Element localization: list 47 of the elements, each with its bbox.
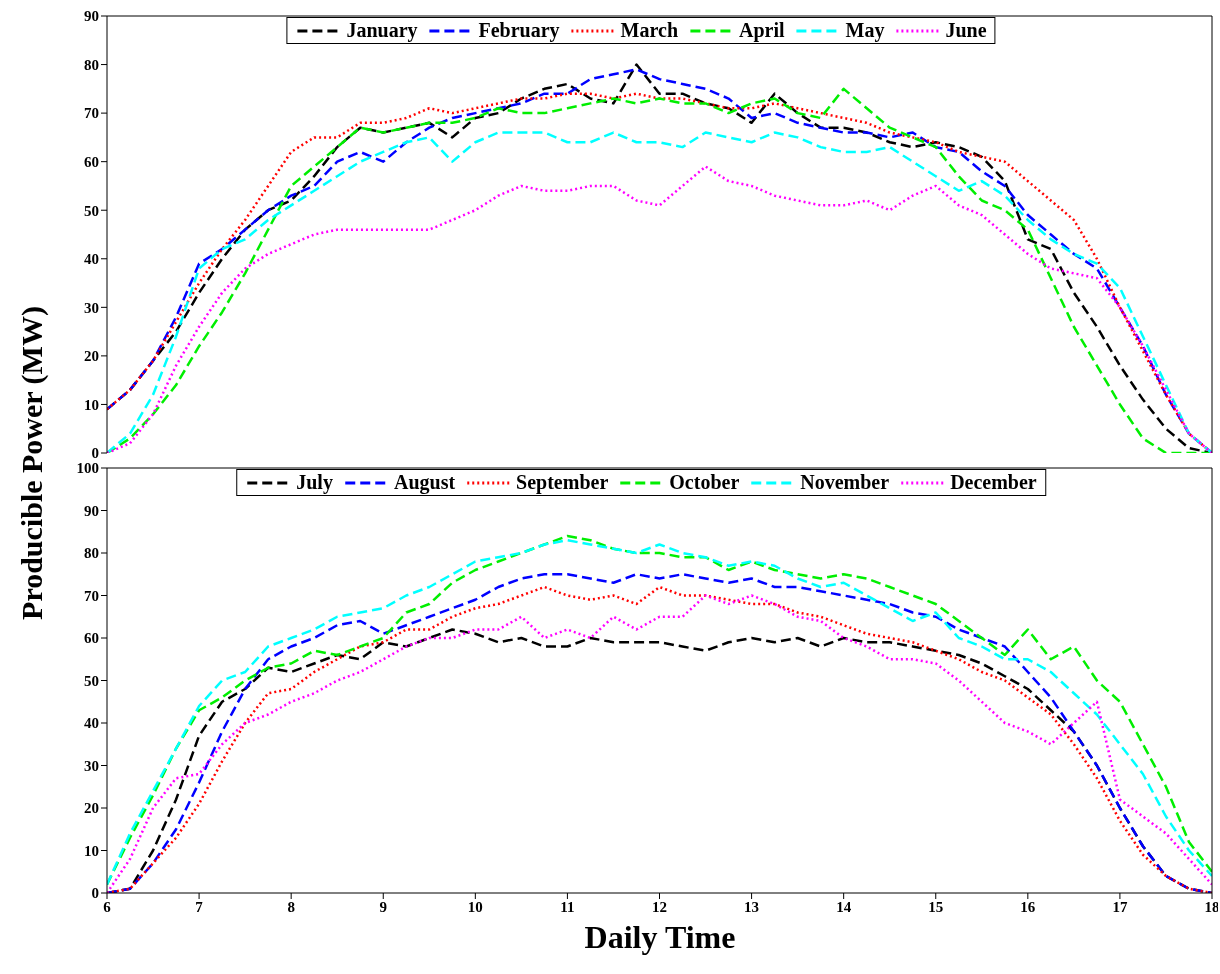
y-tick-label: 100	[76, 460, 99, 477]
y-tick-label: 70	[84, 587, 99, 604]
x-tick-label: 6	[103, 898, 112, 915]
y-tick-label: 50	[84, 672, 99, 689]
y-tick-label: 20	[84, 348, 99, 365]
y-tick-label: 0	[91, 885, 99, 902]
legend-label: November	[800, 471, 890, 494]
legend-label: October	[669, 471, 740, 494]
x-axis-title: Daily Time	[583, 919, 737, 956]
legend-label: July	[296, 471, 333, 494]
y-tick-label: 90	[84, 8, 99, 25]
y-tick-label: 10	[84, 396, 99, 413]
y-tick-label: 60	[84, 630, 99, 647]
y-tick-label: 60	[84, 153, 99, 170]
legend-label: September	[516, 471, 609, 494]
legend-label: April	[739, 19, 785, 42]
x-tick-label: 13	[744, 898, 760, 915]
x-tick-label: 9	[379, 898, 387, 915]
y-tick-label: 30	[84, 299, 99, 316]
x-tick-label: 14	[836, 898, 852, 915]
legend-label: March	[620, 19, 679, 42]
y-tick-label: 50	[84, 202, 99, 219]
x-tick-label: 11	[560, 898, 575, 915]
y-tick-label: 20	[84, 800, 99, 817]
y-tick-label: 40	[84, 251, 99, 268]
y-tick-label: 90	[84, 502, 99, 519]
x-tick-label: 10	[467, 898, 483, 915]
x-tick-label: 12	[652, 898, 667, 915]
x-tick-label: 8	[287, 898, 295, 915]
x-tick-label: 17	[1112, 898, 1128, 915]
x-tick-label: 7	[195, 898, 204, 915]
y-tick-label: 10	[84, 842, 99, 859]
y-tick-label: 70	[84, 105, 99, 122]
x-tick-label: 15	[928, 898, 944, 915]
legend-label: June	[945, 19, 987, 42]
legend-label: May	[845, 19, 885, 42]
legend-label: December	[950, 471, 1037, 494]
y-axis-title: Producible Power (MW)	[15, 306, 49, 620]
x-tick-label: 16	[1020, 898, 1036, 915]
legend-label: January	[346, 19, 418, 42]
y-tick-label: 80	[84, 545, 99, 562]
y-tick-label: 40	[84, 715, 99, 732]
y-tick-label: 0	[91, 445, 99, 462]
y-tick-label: 30	[84, 757, 99, 774]
legend-label: August	[393, 471, 456, 494]
legend-label: February	[478, 19, 560, 42]
y-tick-label: 80	[84, 56, 99, 73]
